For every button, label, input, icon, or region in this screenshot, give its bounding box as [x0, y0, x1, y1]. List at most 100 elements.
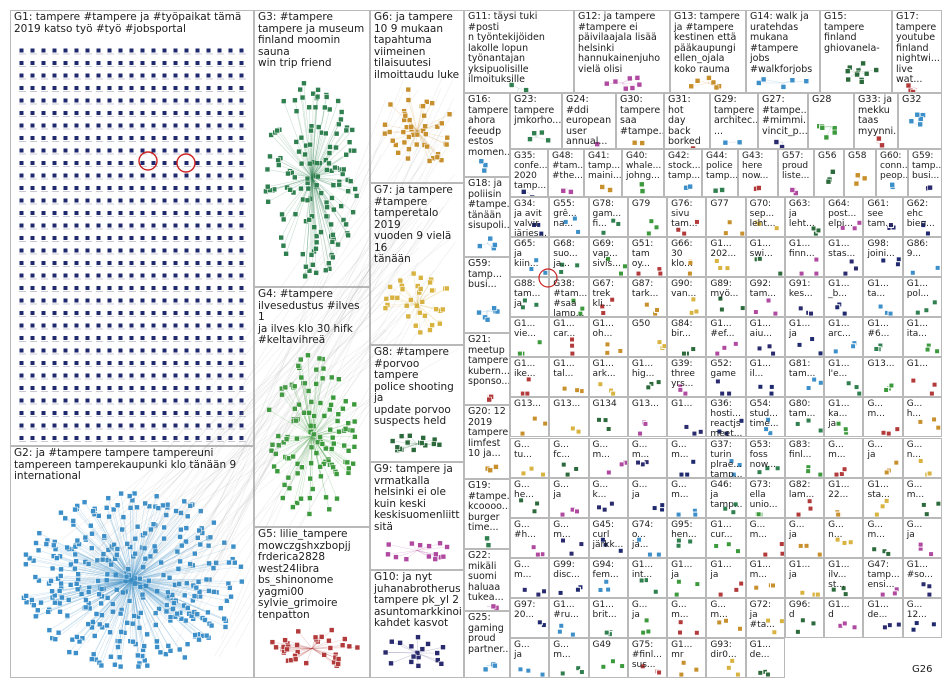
small-group: G39: three yrs...: [667, 357, 707, 398]
node: [172, 85, 179, 91]
edge: [311, 409, 331, 437]
node: [917, 457, 924, 464]
node: [353, 193, 360, 199]
node: [238, 60, 245, 66]
edge: [416, 304, 433, 326]
small-group-nodes: [520, 465, 546, 477]
small-group: G83: finl...: [784, 437, 825, 478]
node: [95, 335, 102, 341]
small-group: G... ja: [549, 477, 589, 518]
small-group: G... m...: [549, 517, 589, 558]
small-group-label: G94: fem...: [592, 559, 619, 580]
small-group-nodes: [561, 461, 580, 477]
node: [139, 372, 146, 379]
node: [833, 471, 840, 477]
edge: [71, 548, 133, 580]
node: [335, 98, 341, 104]
node: [313, 233, 320, 239]
small-group-nodes: [677, 383, 689, 397]
small-group: G1... pol...: [902, 277, 942, 318]
node: [106, 185, 113, 191]
small-group: G... fc...: [549, 437, 589, 478]
node: [305, 352, 311, 359]
node: [197, 508, 204, 514]
node: [155, 505, 162, 511]
node: [420, 103, 426, 109]
node: [128, 272, 135, 279]
node: [73, 422, 80, 429]
small-group-label: G1... oh...: [592, 319, 614, 340]
group-nodes: [908, 111, 927, 128]
edge: [311, 435, 329, 462]
node: [227, 60, 234, 66]
node: [307, 495, 313, 501]
node: [194, 135, 201, 141]
small-group-nodes: [910, 377, 938, 397]
node: [40, 360, 47, 366]
node: [73, 435, 80, 441]
node: [18, 185, 25, 191]
small-group-label: G... ja: [788, 519, 805, 540]
small-group: G74: o... ja...: [627, 517, 668, 558]
edge: [131, 538, 165, 580]
node: [306, 511, 313, 517]
node: [797, 305, 804, 312]
node: [327, 426, 334, 433]
edge: [131, 579, 203, 619]
node: [29, 235, 36, 241]
node: [227, 222, 234, 229]
node: [531, 507, 538, 514]
node: [139, 135, 146, 141]
node: [183, 97, 190, 104]
edge: [397, 443, 418, 448]
node: [761, 551, 768, 557]
edge: [311, 435, 338, 499]
node: [84, 110, 91, 116]
node: [675, 226, 682, 233]
edge: [311, 401, 346, 437]
node: [95, 347, 102, 354]
node: [139, 260, 146, 266]
node: [339, 171, 346, 177]
small-group-nodes: [805, 463, 824, 477]
node: [172, 285, 179, 291]
node: [194, 410, 201, 416]
node: [394, 295, 401, 301]
edge: [76, 579, 133, 638]
node: [481, 167, 488, 174]
node: [40, 222, 47, 229]
node: [841, 620, 848, 627]
node: [128, 335, 135, 341]
node: [128, 385, 135, 391]
node: [137, 584, 144, 590]
node: [143, 583, 149, 589]
node: [117, 397, 124, 404]
node: [407, 432, 413, 439]
small-group-label: G... tu...: [514, 439, 532, 460]
node: [690, 296, 697, 303]
node: [309, 213, 315, 220]
edge: [311, 644, 343, 649]
small-group: G1... ilv... st...: [824, 557, 864, 598]
node: [32, 574, 39, 580]
small-group-label: G1... ike...: [514, 359, 536, 380]
edge: [388, 544, 418, 551]
node: [40, 135, 47, 141]
group-label: G15: tampere finland ghiovanela-: [824, 11, 880, 54]
node: [283, 250, 289, 257]
node: [755, 220, 762, 227]
node: [161, 97, 168, 104]
node: [336, 376, 342, 382]
node: [29, 85, 36, 91]
node: [814, 591, 821, 597]
node: [51, 397, 58, 404]
node: [161, 422, 168, 429]
node: [139, 397, 146, 404]
edge: [416, 304, 431, 331]
edge: [70, 579, 133, 586]
edge: [36, 579, 133, 616]
edge: [131, 579, 158, 642]
node: [403, 556, 410, 562]
edge: [119, 579, 133, 658]
edge: [276, 130, 313, 178]
